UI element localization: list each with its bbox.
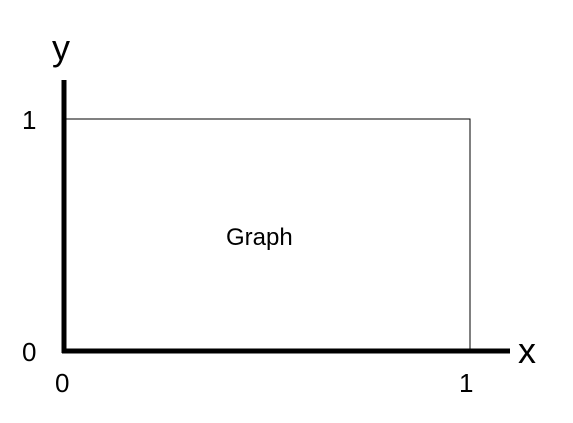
x-axis-label: x	[518, 333, 536, 369]
y-tick-label-0: 0	[22, 339, 36, 365]
x-tick-label-1: 1	[459, 370, 473, 396]
y-tick-label-1: 1	[22, 107, 36, 133]
x-tick-label-0: 0	[55, 370, 69, 396]
region-label: Graph	[226, 226, 293, 250]
y-axis-label: y	[52, 30, 70, 66]
